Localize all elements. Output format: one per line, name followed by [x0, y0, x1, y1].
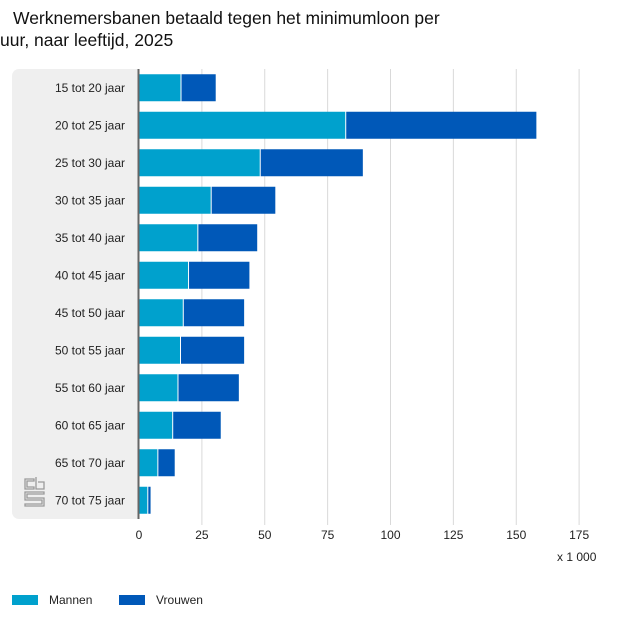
bar-mannen[interactable] [139, 299, 183, 327]
bar-mannen[interactable] [139, 224, 198, 252]
bar-vrouwen[interactable] [211, 186, 276, 214]
x-tick-labels: 0 25 50 75 100 125 150 175 [136, 528, 590, 542]
category-labels: 15 tot 20 jaar 20 tot 25 jaar 25 tot 30 ja… [55, 81, 125, 508]
bars [139, 74, 537, 514]
category-label: 35 tot 40 jaar [55, 231, 125, 245]
bar-vrouwen[interactable] [158, 449, 175, 477]
category-label: 40 tot 45 jaar [55, 268, 125, 282]
bar-vrouwen[interactable] [198, 224, 258, 252]
bar-mannen[interactable] [139, 186, 211, 214]
bar-mannen[interactable] [139, 411, 173, 439]
x-tick-label: 125 [443, 528, 463, 542]
bar-mannen[interactable] [139, 111, 346, 139]
category-label: 60 tot 65 jaar [55, 418, 125, 432]
bar-mannen[interactable] [139, 336, 180, 364]
category-label-panel [12, 69, 139, 519]
legend-item-vrouwen[interactable]: Vrouwen [119, 593, 203, 607]
category-label: 30 tot 35 jaar [55, 193, 125, 207]
x-tick-label: 175 [569, 528, 589, 542]
bar-mannen[interactable] [139, 261, 189, 289]
bar-vrouwen[interactable] [148, 486, 151, 514]
bar-mannen[interactable] [139, 74, 181, 102]
bar-mannen[interactable] [139, 374, 178, 402]
bar-vrouwen[interactable] [180, 336, 245, 364]
chart-title-line-1: Werknemersbanen betaald tegen het minimu… [13, 8, 440, 28]
x-tick-label: 25 [195, 528, 209, 542]
chart-title: Werknemersbanen betaald tegen het minimu… [0, 7, 460, 51]
x-axis-unit-label: x 1 000 [557, 550, 597, 564]
bar-vrouwen[interactable] [178, 374, 239, 402]
category-label: 50 tot 55 jaar [55, 343, 125, 357]
category-label: 45 tot 50 jaar [55, 306, 125, 320]
category-label: 20 tot 25 jaar [55, 118, 125, 132]
legend-swatch-vrouwen [119, 595, 145, 605]
legend-item-mannen[interactable]: Mannen [12, 593, 92, 607]
bar-vrouwen[interactable] [173, 411, 221, 439]
bar-mannen[interactable] [139, 449, 158, 477]
chart-title-line-2: uur, naar leeftijd, 2025 [0, 30, 174, 50]
x-tick-label: 0 [136, 528, 143, 542]
bar-vrouwen[interactable] [189, 261, 250, 289]
category-label: 15 tot 20 jaar [55, 81, 125, 95]
legend-swatch-mannen [12, 595, 38, 605]
x-tick-label: 50 [258, 528, 272, 542]
bar-vrouwen[interactable] [183, 299, 245, 327]
bar-vrouwen[interactable] [346, 111, 537, 139]
legend-label-mannen: Mannen [49, 593, 93, 607]
category-label: 70 tot 75 jaar [55, 493, 125, 507]
bar-mannen[interactable] [139, 486, 148, 514]
bar-vrouwen[interactable] [260, 149, 363, 177]
category-label: 55 tot 60 jaar [55, 381, 125, 395]
cbs-logo-icon [24, 477, 45, 507]
x-tick-label: 100 [380, 528, 400, 542]
x-tick-label: 150 [506, 528, 526, 542]
x-tick-label: 75 [321, 528, 335, 542]
category-label: 25 tot 30 jaar [55, 156, 125, 170]
category-label: 65 tot 70 jaar [55, 456, 125, 470]
bar-vrouwen[interactable] [181, 74, 216, 102]
legend-label-vrouwen: Vrouwen [156, 593, 203, 607]
gridlines [201, 69, 580, 525]
bar-mannen[interactable] [139, 149, 260, 177]
